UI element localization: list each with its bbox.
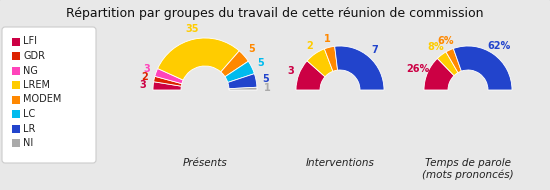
Wedge shape bbox=[153, 76, 182, 86]
Wedge shape bbox=[153, 82, 182, 90]
Text: GDR: GDR bbox=[23, 51, 45, 61]
Text: Interventions: Interventions bbox=[306, 158, 375, 168]
FancyBboxPatch shape bbox=[12, 124, 20, 132]
Wedge shape bbox=[437, 52, 458, 76]
FancyBboxPatch shape bbox=[12, 66, 20, 74]
Wedge shape bbox=[228, 74, 257, 89]
Text: 5: 5 bbox=[248, 44, 255, 54]
FancyBboxPatch shape bbox=[2, 27, 96, 163]
Text: 3: 3 bbox=[144, 64, 150, 74]
Text: LFI: LFI bbox=[23, 36, 37, 47]
Wedge shape bbox=[324, 46, 338, 71]
Text: 35: 35 bbox=[185, 24, 199, 34]
Text: 5: 5 bbox=[257, 58, 264, 68]
Wedge shape bbox=[155, 69, 183, 84]
Wedge shape bbox=[221, 51, 249, 77]
Text: 7: 7 bbox=[372, 45, 378, 55]
Text: 1: 1 bbox=[324, 34, 331, 44]
FancyBboxPatch shape bbox=[12, 139, 20, 147]
FancyBboxPatch shape bbox=[12, 110, 20, 118]
Text: NG: NG bbox=[23, 66, 38, 75]
Text: 2: 2 bbox=[306, 41, 313, 51]
FancyBboxPatch shape bbox=[12, 52, 20, 60]
Text: 6%: 6% bbox=[437, 36, 454, 46]
Text: 5: 5 bbox=[262, 74, 270, 84]
FancyBboxPatch shape bbox=[12, 81, 20, 89]
Text: NI: NI bbox=[23, 138, 33, 148]
Wedge shape bbox=[158, 38, 239, 80]
Wedge shape bbox=[446, 48, 461, 73]
Text: 62%: 62% bbox=[487, 41, 511, 51]
Text: 8%: 8% bbox=[427, 42, 444, 52]
Wedge shape bbox=[335, 46, 384, 90]
Text: 26%: 26% bbox=[406, 64, 430, 74]
Wedge shape bbox=[453, 46, 512, 90]
Text: 2: 2 bbox=[141, 72, 148, 82]
Text: Temps de parole
(mots prononcés): Temps de parole (mots prononcés) bbox=[422, 158, 514, 180]
Text: 3: 3 bbox=[287, 66, 294, 76]
Text: 1: 1 bbox=[263, 83, 271, 93]
FancyBboxPatch shape bbox=[12, 96, 20, 104]
Wedge shape bbox=[229, 87, 257, 90]
Text: Présents: Présents bbox=[183, 158, 227, 168]
Text: LC: LC bbox=[23, 109, 35, 119]
Wedge shape bbox=[296, 61, 325, 90]
Wedge shape bbox=[424, 58, 454, 90]
Wedge shape bbox=[225, 61, 254, 82]
Text: 3: 3 bbox=[140, 80, 146, 90]
FancyBboxPatch shape bbox=[12, 37, 20, 45]
Text: MODEM: MODEM bbox=[23, 94, 62, 104]
Wedge shape bbox=[307, 49, 333, 77]
Text: Répartition par groupes du travail de cette réunion de commission: Répartition par groupes du travail de ce… bbox=[66, 7, 484, 20]
Text: LR: LR bbox=[23, 124, 35, 134]
Text: LREM: LREM bbox=[23, 80, 50, 90]
